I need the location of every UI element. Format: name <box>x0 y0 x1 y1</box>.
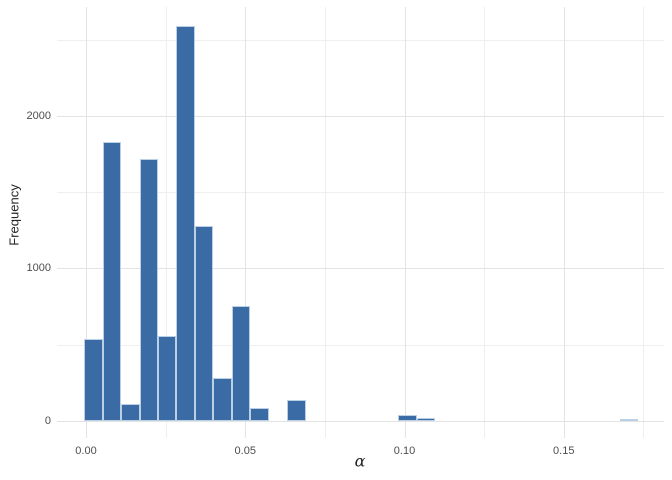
x-minor-gridline <box>165 7 167 438</box>
y-axis-tick-label: 1000 <box>26 262 51 275</box>
x-minor-gridline <box>324 7 326 438</box>
x-major-gridline <box>404 7 406 438</box>
x-axis-title: α <box>354 451 366 471</box>
x-major-gridline <box>86 7 87 438</box>
x-axis-tick-label: 0.15 <box>553 445 575 457</box>
y-minor-gridline <box>57 344 664 346</box>
y-major-gridline <box>57 115 664 117</box>
x-axis-tick-label: 0.10 <box>393 445 416 457</box>
histogram-bar <box>398 414 417 421</box>
x-major-gridline <box>563 7 565 438</box>
histogram-bar <box>231 305 251 421</box>
y-minor-gridline <box>57 192 664 194</box>
histogram-bar <box>102 141 122 421</box>
x-axis-tick-label: 0.00 <box>75 445 97 457</box>
y-axis-tick-label: 2000 <box>26 109 51 122</box>
histogram-bar <box>121 404 140 421</box>
y-axis-title: Frequency <box>6 184 22 246</box>
y-major-gridline <box>57 268 664 270</box>
histogram-bar <box>157 336 177 421</box>
histogram-bar <box>139 158 158 421</box>
histogram-bar <box>194 225 214 421</box>
histogram-bar <box>287 400 306 421</box>
histogram-bar <box>84 339 103 421</box>
histogram-bar <box>176 25 195 421</box>
histogram-bar <box>213 378 232 421</box>
histogram-bar <box>250 408 269 421</box>
histogram-bar <box>619 419 639 422</box>
y-major-gridline <box>57 421 664 422</box>
x-minor-gridline <box>484 7 486 438</box>
x-axis-tick-label: 0.05 <box>234 445 256 457</box>
y-minor-gridline <box>57 39 664 41</box>
x-minor-gridline <box>643 7 645 438</box>
chart-panel <box>57 7 664 438</box>
histogram-bar <box>416 418 436 421</box>
y-axis-tick-label: 0 <box>44 415 51 427</box>
x-major-gridline <box>245 7 247 438</box>
